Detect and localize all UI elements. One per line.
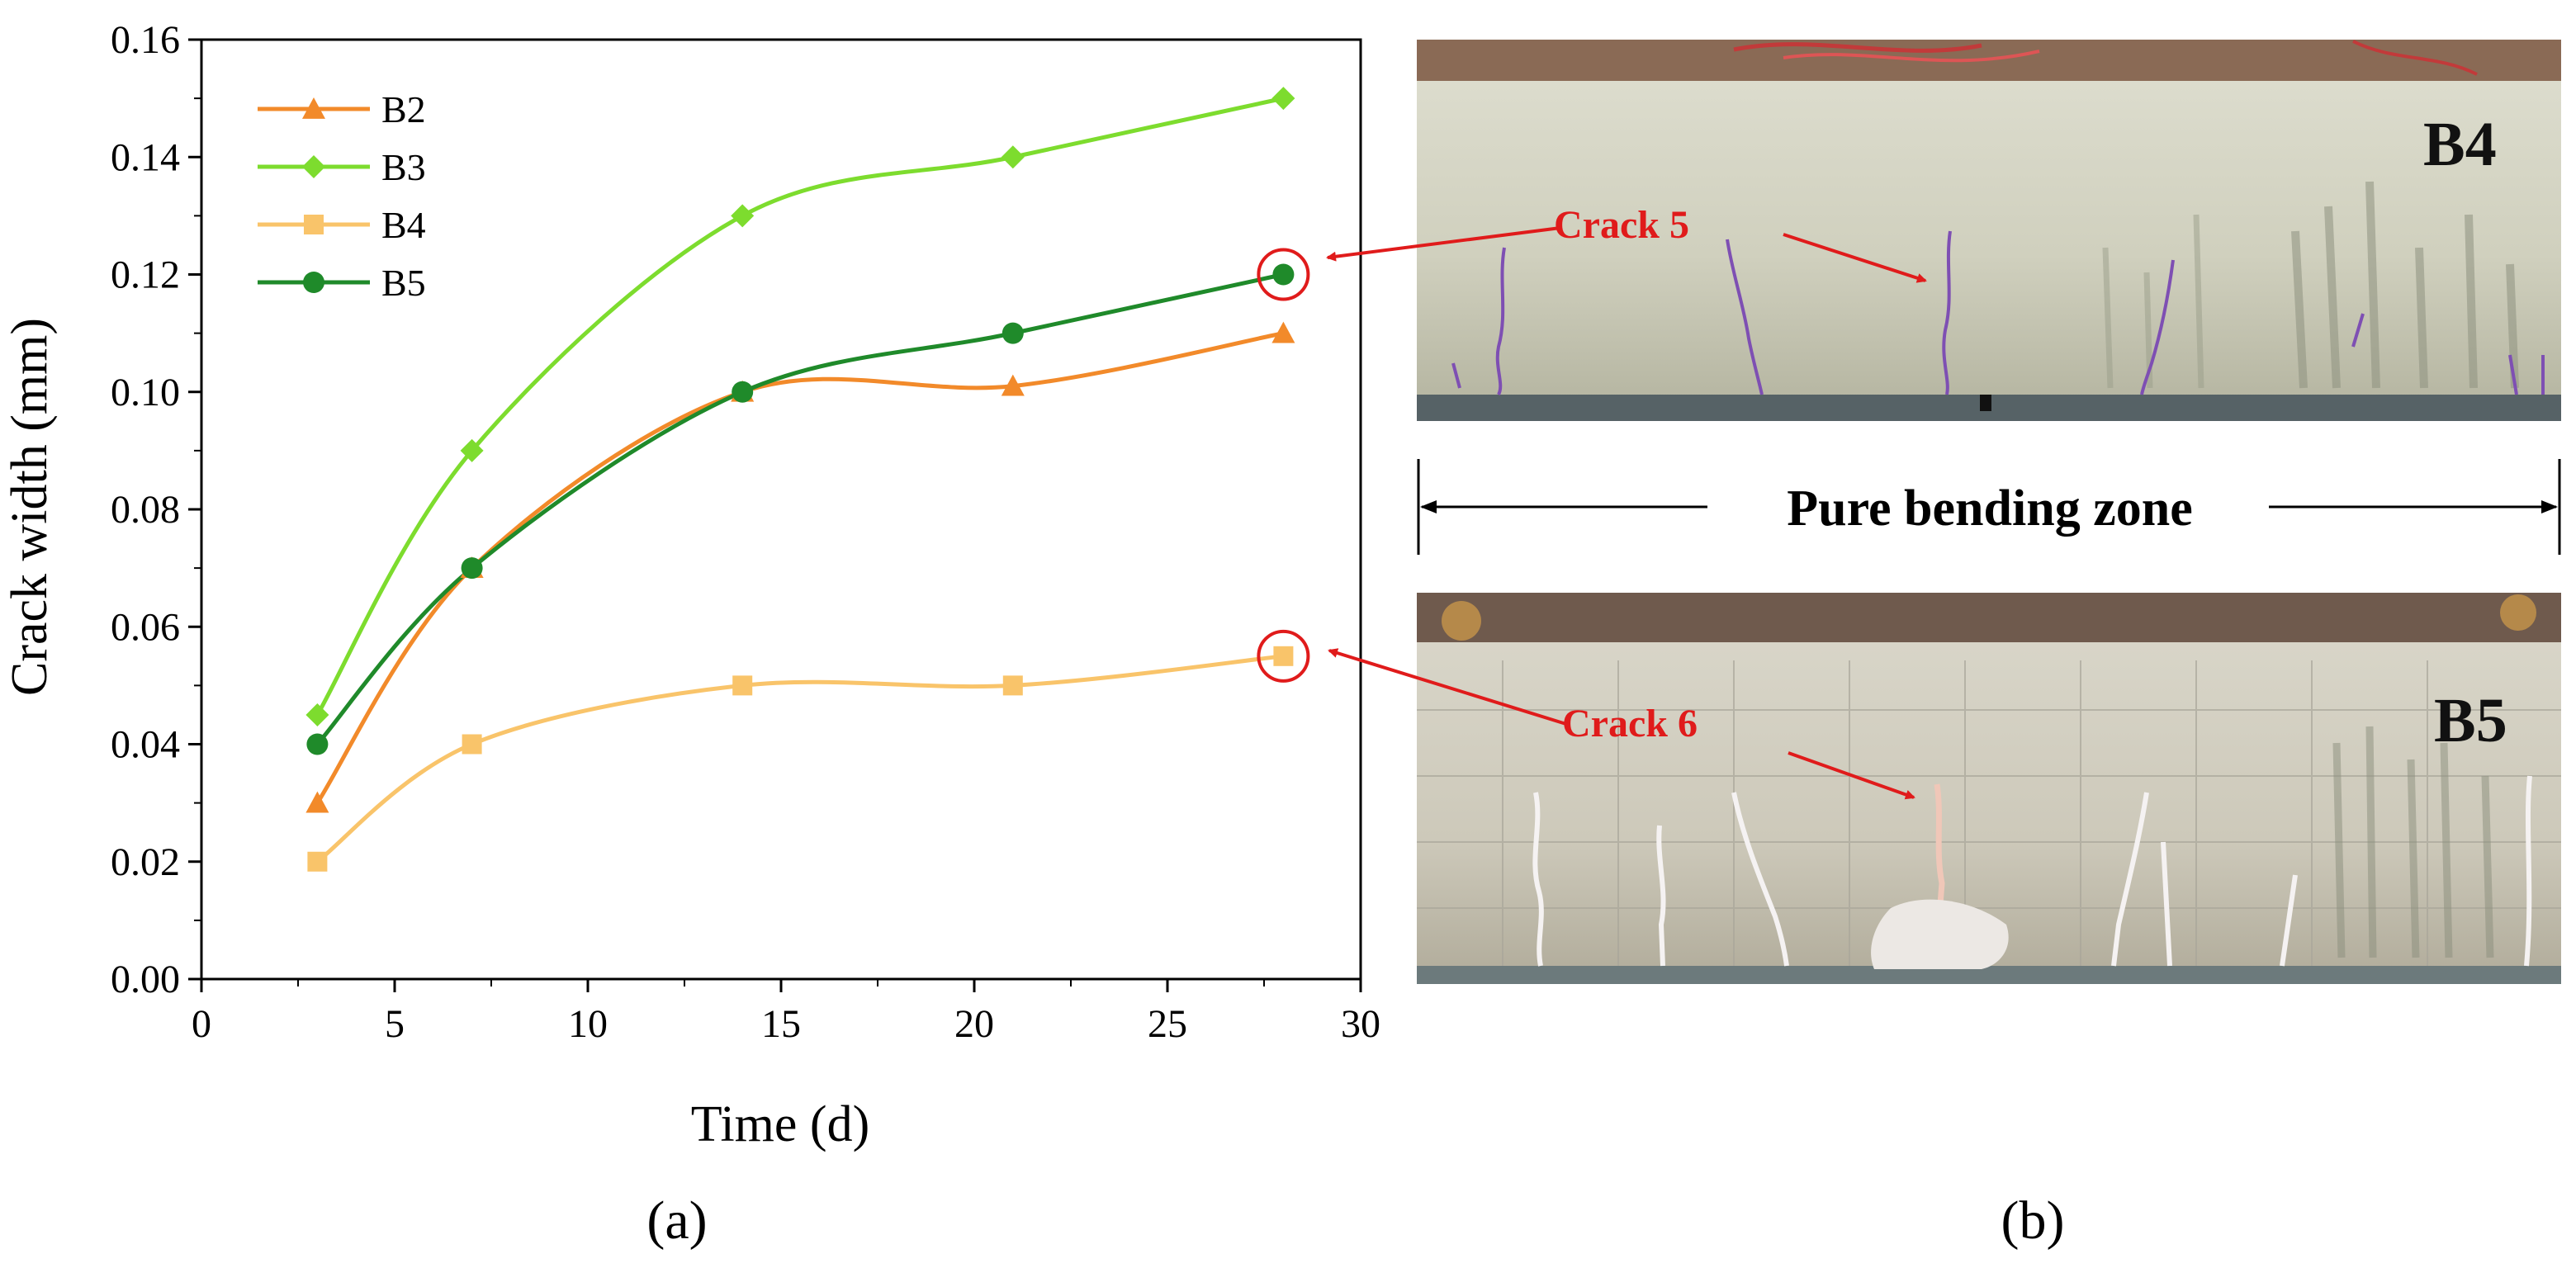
data-point-b4 — [1273, 646, 1294, 666]
legend-marker-b3 — [302, 155, 325, 178]
series-line-b4 — [315, 654, 1284, 863]
plot-border — [200, 38, 1362, 981]
legend-label-b3: B3 — [381, 146, 426, 188]
data-point-b3 — [305, 703, 329, 726]
legend: B2 B3 B4 B5 — [258, 88, 426, 304]
x-tick-label: 0 — [192, 1002, 211, 1046]
beam-photo-b4: B4 Crack 5 — [1417, 40, 2561, 421]
plot-frame — [200, 38, 1362, 981]
x-tick-label: 5 — [385, 1002, 405, 1046]
crack-6-label: Crack 6 — [1562, 702, 1698, 745]
data-point-b3 — [1001, 145, 1025, 169]
data-point-b5 — [461, 557, 483, 580]
x-axis-title: Time (d) — [691, 1096, 869, 1152]
y-axis-title: Crack width (mm) — [2, 318, 58, 696]
highlight-b4 — [1257, 629, 1310, 683]
x-tick-label: 30 — [1341, 1002, 1380, 1046]
y-axis-ticks: 0.00 0.02 0.04 0.06 0.08 0.10 0.12 0.14 0.16 — [111, 18, 201, 1001]
photo-bottom-label: B5 — [2434, 686, 2507, 755]
x-axis-ticks: 0 5 10 15 20 25 30 — [192, 979, 1380, 1046]
data-point-b5 — [306, 733, 329, 755]
data-point-b4 — [307, 851, 328, 872]
data-point-b3 — [731, 204, 755, 228]
highlight-b5 — [1257, 248, 1310, 301]
data-point-b4 — [1002, 675, 1023, 696]
panel-label-a: (a) — [646, 1190, 707, 1251]
legend-label-b2: B2 — [381, 88, 426, 130]
beam-photo-b5: B5 Crack 6 — [1417, 593, 2561, 984]
data-point-b2 — [1001, 374, 1025, 396]
legend-marker-b5 — [303, 272, 324, 293]
x-tick-label: 15 — [761, 1002, 801, 1046]
y-tick-label: 0.14 — [111, 135, 180, 179]
arrow-to-crack-5 — [1326, 226, 1561, 262]
y-tick-label: 0.10 — [111, 371, 180, 414]
y-tick-label: 0.00 — [111, 958, 180, 1001]
x-tick-label: 20 — [954, 1002, 994, 1046]
arrow-to-crack-6 — [1328, 648, 1570, 726]
y-tick-label: 0.02 — [111, 840, 180, 884]
legend-label-b4: B4 — [381, 204, 426, 246]
crack-6-pointer — [1788, 751, 1915, 800]
series-line-b3 — [315, 96, 1284, 717]
crack-5-label: Crack 5 — [1554, 203, 1689, 247]
highlight-circles — [1257, 248, 1310, 683]
panel-label-b: (b) — [2001, 1190, 2065, 1251]
data-point-b5 — [732, 381, 754, 403]
photo-top-label: B4 — [2423, 110, 2497, 179]
data-point-b5 — [1272, 263, 1295, 286]
series-markers — [305, 87, 1295, 872]
crack-width-chart: 0 5 10 15 20 25 30 0.00 0.02 0.04 0.06 0.08 0.10 0.1… — [2, 18, 1380, 1152]
data-point-b3 — [1271, 87, 1295, 111]
legend-label-b5: B5 — [381, 262, 426, 304]
y-tick-label: 0.08 — [111, 488, 180, 532]
y-tick-label: 0.06 — [111, 605, 180, 649]
legend-marker-b2 — [302, 97, 325, 119]
y-tick-label: 0.16 — [111, 18, 180, 62]
x-tick-label: 25 — [1148, 1002, 1187, 1046]
data-point-b5 — [1002, 322, 1024, 344]
data-point-b2 — [305, 791, 329, 813]
y-tick-label: 0.04 — [111, 723, 180, 767]
x-tick-label: 10 — [568, 1002, 608, 1046]
y-tick-label: 0.12 — [111, 253, 180, 297]
crack-5-pointer — [1783, 233, 1927, 283]
data-point-b4 — [732, 675, 753, 696]
data-point-b4 — [462, 734, 482, 755]
data-point-b2 — [1271, 321, 1295, 343]
data-point-b3 — [460, 438, 484, 462]
legend-marker-b4 — [304, 215, 324, 234]
pure-bending-zone-dimension: Pure bending zone — [1417, 459, 2561, 555]
pure-bending-zone-label: Pure bending zone — [1787, 480, 2192, 537]
